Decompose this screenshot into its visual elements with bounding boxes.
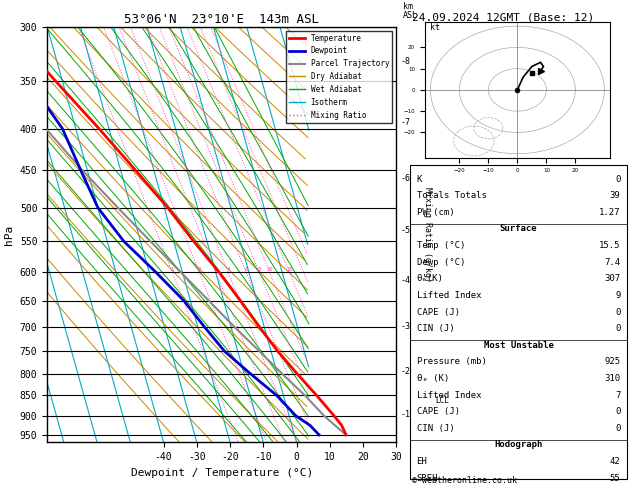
Text: 2: 2 (198, 267, 201, 272)
Text: -3: -3 (401, 322, 411, 331)
Text: θₑ (K): θₑ (K) (416, 374, 449, 383)
Text: -7: -7 (401, 118, 411, 127)
Text: Lifted Index: Lifted Index (416, 391, 481, 399)
Text: CAPE (J): CAPE (J) (416, 407, 460, 416)
Text: 42: 42 (610, 457, 621, 466)
Text: -2: -2 (401, 367, 411, 376)
Text: km
ASL: km ASL (403, 2, 418, 20)
Text: Pressure (mb): Pressure (mb) (416, 357, 486, 366)
Text: 0: 0 (615, 308, 621, 316)
Text: CAPE (J): CAPE (J) (416, 308, 460, 316)
Text: -8: -8 (401, 57, 411, 66)
Text: 15.5: 15.5 (599, 241, 621, 250)
Text: Temp (°C): Temp (°C) (416, 241, 465, 250)
Text: kt: kt (430, 23, 440, 33)
Text: 0: 0 (615, 407, 621, 416)
Text: EH: EH (416, 457, 427, 466)
Text: Most Unstable: Most Unstable (484, 341, 554, 350)
Legend: Temperature, Dewpoint, Parcel Trajectory, Dry Adiabat, Wet Adiabat, Isotherm, Mi: Temperature, Dewpoint, Parcel Trajectory… (286, 31, 392, 122)
Text: CIN (J): CIN (J) (416, 424, 454, 433)
Text: 9: 9 (615, 291, 621, 300)
Text: PW (cm): PW (cm) (416, 208, 454, 217)
Text: Lifted Index: Lifted Index (416, 291, 481, 300)
Text: K: K (416, 174, 422, 184)
Text: 6: 6 (244, 267, 248, 272)
Y-axis label: hPa: hPa (4, 225, 14, 244)
Text: 3: 3 (214, 267, 218, 272)
Text: Hodograph: Hodograph (494, 440, 543, 450)
Text: 0: 0 (615, 424, 621, 433)
Text: Surface: Surface (500, 225, 537, 233)
Text: 39: 39 (610, 191, 621, 200)
Text: © weatheronline.co.uk: © weatheronline.co.uk (412, 476, 517, 485)
Text: LCL: LCL (435, 396, 449, 405)
Text: 10: 10 (266, 267, 273, 272)
Text: 0: 0 (615, 324, 621, 333)
Text: θₑ(K): θₑ(K) (416, 274, 443, 283)
Text: 7.4: 7.4 (604, 258, 621, 267)
Text: SREH: SREH (416, 474, 438, 483)
Text: -5: -5 (401, 226, 411, 235)
Text: 1.27: 1.27 (599, 208, 621, 217)
Text: -1: -1 (401, 411, 411, 419)
Text: Mixing Ratio (g/kg): Mixing Ratio (g/kg) (423, 187, 432, 282)
Text: 1: 1 (170, 267, 174, 272)
Text: 15: 15 (286, 267, 292, 272)
Text: 0: 0 (615, 174, 621, 184)
Text: CIN (J): CIN (J) (416, 324, 454, 333)
Text: Dewp (°C): Dewp (°C) (416, 258, 465, 267)
X-axis label: Dewpoint / Temperature (°C): Dewpoint / Temperature (°C) (131, 468, 313, 478)
Text: -6: -6 (401, 174, 411, 183)
Text: 925: 925 (604, 357, 621, 366)
Text: Totals Totals: Totals Totals (416, 191, 486, 200)
Text: -4: -4 (401, 276, 411, 285)
Text: 7: 7 (615, 391, 621, 399)
Text: 4: 4 (226, 267, 230, 272)
Title: 53°06'N  23°10'E  143m ASL: 53°06'N 23°10'E 143m ASL (124, 13, 320, 26)
Text: 24.09.2024 12GMT (Base: 12): 24.09.2024 12GMT (Base: 12) (412, 12, 594, 22)
Text: 310: 310 (604, 374, 621, 383)
Text: 8: 8 (257, 267, 261, 272)
Text: 307: 307 (604, 274, 621, 283)
Text: 55: 55 (610, 474, 621, 483)
